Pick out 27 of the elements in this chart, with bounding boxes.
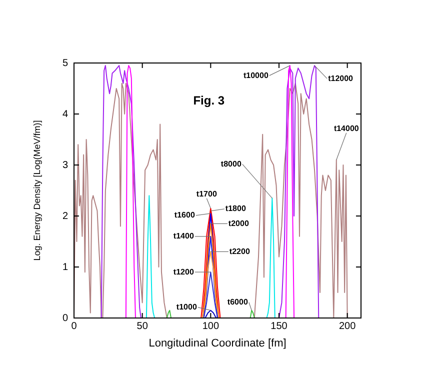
annotation: t6000 (227, 298, 248, 307)
annotation: t1400 (173, 232, 194, 241)
annotation: t14000 (334, 124, 360, 134)
annotation: t1700 (196, 190, 218, 199)
annotation: t1800 (225, 204, 246, 214)
annotation: t1200 (173, 267, 194, 276)
y-tick-label: 4 (62, 108, 68, 120)
annotation: t1600 (174, 210, 196, 220)
annotation: t10000 (243, 70, 269, 80)
text: Fig. 3 (193, 94, 225, 108)
x-tick-label: 100 (202, 320, 220, 332)
annotation: t2200 (229, 246, 250, 256)
y-tick-label: 3 (62, 160, 68, 171)
y-axis-title: Log. Energy Density [Log(MeV/fm)] (32, 120, 42, 261)
annotation: t2000 (228, 218, 250, 228)
y-tick-label: 1 (62, 262, 68, 273)
annotation: t8000 (220, 159, 242, 168)
annotation: t1000 (176, 302, 198, 312)
annotation: t12000 (328, 74, 354, 83)
y-tick-label: 2 (62, 210, 68, 222)
x-tick-label: 150 (270, 320, 288, 332)
x-tick-label: 0 (71, 320, 78, 332)
y-tick-label: 0 (62, 312, 68, 324)
x-tick-label: 50 (136, 320, 148, 332)
x-axis-title: Longitudinal Coordinate [fm] (148, 337, 286, 350)
y-tick-label: 5 (62, 58, 68, 69)
x-tick-label: 200 (338, 320, 356, 332)
